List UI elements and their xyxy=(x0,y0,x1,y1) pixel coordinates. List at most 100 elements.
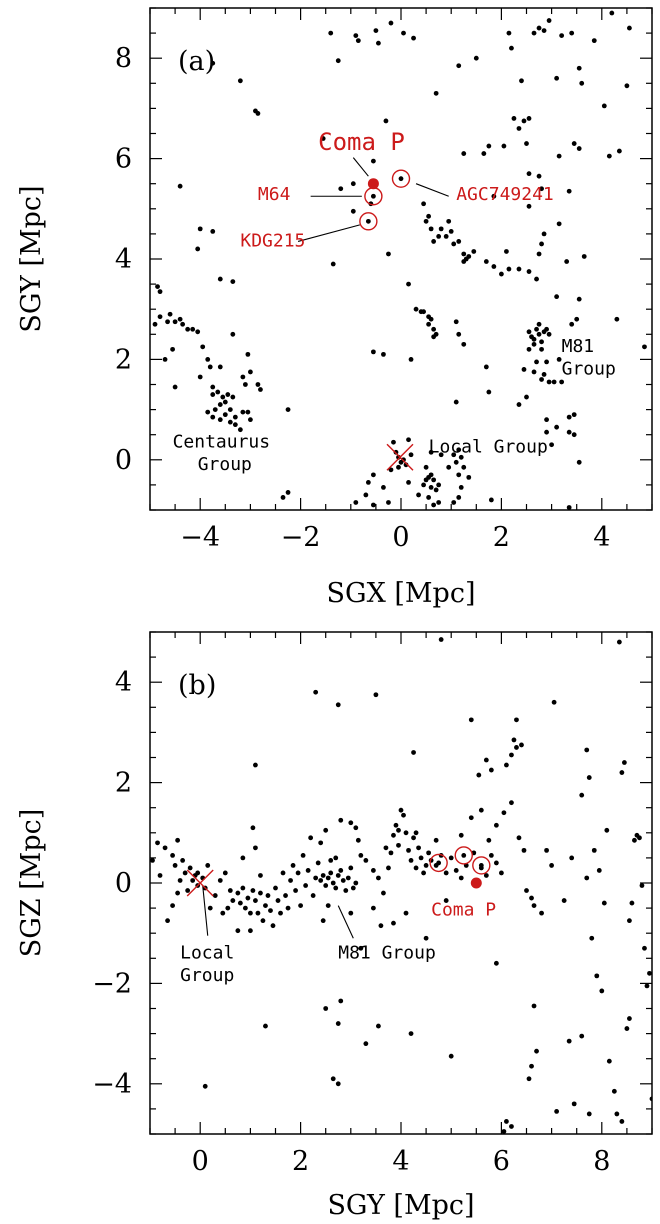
data-point xyxy=(338,868,344,873)
data-point xyxy=(255,382,261,387)
data-point xyxy=(285,407,291,412)
data-point xyxy=(499,870,504,876)
data-point xyxy=(609,10,615,16)
data-point xyxy=(300,852,306,858)
data-point xyxy=(529,895,534,901)
data-point xyxy=(556,357,562,362)
data-point xyxy=(451,241,457,247)
data-point xyxy=(493,822,499,828)
y-tick-label: 2 xyxy=(115,768,132,799)
data-point xyxy=(330,261,336,267)
data-point xyxy=(152,321,158,327)
data-point xyxy=(526,329,532,335)
data-point xyxy=(627,25,632,31)
data-point xyxy=(280,870,286,876)
data-point xyxy=(501,1129,507,1134)
data-point xyxy=(245,351,251,357)
data-point xyxy=(245,895,251,901)
data-point xyxy=(458,832,464,838)
y-tick-label: 4 xyxy=(115,244,132,275)
data-point xyxy=(586,1111,592,1117)
panel-b: 0 2 4 6 8 −4 −2 0 2 4 SGY [Mpc] SGZ [Mpc] (b) Coma P L… xyxy=(16,631,653,1221)
data-point xyxy=(534,326,539,332)
data-point xyxy=(551,379,557,385)
data-point xyxy=(258,890,263,896)
data-point xyxy=(516,126,522,131)
data-point xyxy=(501,143,507,149)
data-point xyxy=(403,910,409,916)
data-point xyxy=(544,359,549,365)
data-point xyxy=(486,143,492,149)
data-point xyxy=(504,249,509,254)
data-point xyxy=(451,500,457,505)
data-point xyxy=(150,858,155,863)
data-point xyxy=(227,419,233,425)
data-point xyxy=(222,412,228,418)
data-point xyxy=(258,387,263,392)
data-point xyxy=(157,873,163,878)
data-point xyxy=(235,928,241,934)
data-point xyxy=(288,878,293,883)
y-axis-title: SGZ [Mpc] xyxy=(16,809,47,958)
data-point xyxy=(248,369,253,375)
data-point xyxy=(421,870,426,876)
data-point xyxy=(426,850,432,856)
data-point xyxy=(386,251,391,257)
data-point xyxy=(486,389,492,395)
data-point xyxy=(303,883,309,888)
data-point xyxy=(604,827,610,833)
x-tick-label: 6 xyxy=(493,1146,510,1177)
y-tick-label: 4 xyxy=(115,667,132,698)
data-point xyxy=(461,151,467,156)
data-point xyxy=(210,392,216,397)
data-point xyxy=(524,141,529,146)
data-point xyxy=(280,495,286,500)
data-point xyxy=(499,271,504,277)
data-point xyxy=(536,25,542,31)
data-point xyxy=(539,910,544,916)
agc749241-point xyxy=(398,176,404,182)
data-point xyxy=(408,357,414,362)
data-point xyxy=(576,459,582,465)
data-point xyxy=(195,870,201,876)
data-point xyxy=(556,153,562,159)
data-point xyxy=(443,234,449,239)
data-point xyxy=(436,500,442,505)
data-point xyxy=(456,331,462,337)
data-point xyxy=(536,321,542,327)
data-point xyxy=(431,239,437,244)
x-axis-title: SGY [Mpc] xyxy=(327,1190,474,1221)
data-point xyxy=(195,246,201,252)
data-point xyxy=(491,264,497,269)
data-point xyxy=(451,452,457,458)
data-point xyxy=(217,878,223,883)
data-point xyxy=(526,116,532,121)
data-point xyxy=(172,384,178,390)
data-point xyxy=(566,505,572,510)
data-point xyxy=(313,875,319,881)
data-point xyxy=(205,863,211,868)
leader-line xyxy=(202,885,209,936)
data-point xyxy=(320,918,326,924)
agc749241-point xyxy=(478,863,484,868)
data-point xyxy=(197,374,203,380)
data-point xyxy=(426,321,432,327)
data-point xyxy=(333,885,339,891)
data-point xyxy=(416,845,421,851)
data-point xyxy=(541,231,547,237)
data-point xyxy=(471,249,477,254)
data-point xyxy=(165,319,170,325)
data-point xyxy=(165,918,170,924)
data-point xyxy=(388,467,394,473)
data-point xyxy=(323,827,329,833)
data-point xyxy=(483,259,489,264)
data-point xyxy=(418,855,424,861)
data-point xyxy=(456,239,462,244)
data-point xyxy=(393,449,399,455)
data-point xyxy=(534,1048,539,1054)
data-point xyxy=(539,377,544,382)
data-point xyxy=(473,55,479,61)
data-point xyxy=(554,1109,560,1114)
data-point xyxy=(606,153,612,159)
data-point xyxy=(270,923,276,929)
